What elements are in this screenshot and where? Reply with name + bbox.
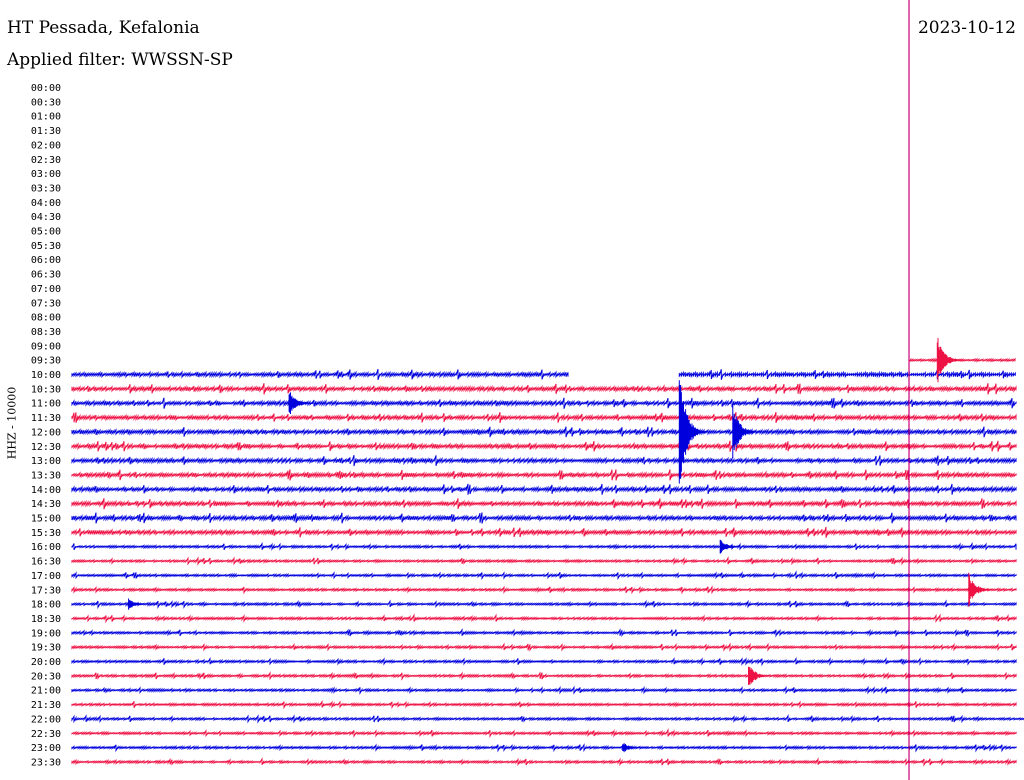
trace-row-1400 (71, 483, 1017, 495)
event-burst (748, 666, 777, 685)
date-label: 2023-10-12 (917, 18, 1016, 38)
row-label: 07:00 (31, 284, 61, 295)
trace-row-1000 (71, 368, 569, 381)
trace-row-2030 (71, 671, 1017, 681)
trace-row-1430 (71, 498, 1017, 510)
event-burst (732, 405, 761, 459)
row-label: 05:30 (31, 241, 61, 252)
row-label: 07:30 (31, 298, 61, 309)
row-label: 09:00 (31, 341, 61, 352)
row-label: 19:30 (31, 643, 61, 654)
trace-row-1330 (71, 469, 1017, 481)
row-label: 15:30 (31, 528, 61, 539)
row-label: 18:00 (31, 600, 61, 611)
event-burst (622, 743, 650, 753)
row-label: 17:30 (31, 585, 61, 596)
row-label: 10:30 (31, 384, 61, 395)
event-burst (719, 539, 748, 554)
trace-row-1200 (71, 426, 1017, 438)
row-label: 00:30 (31, 97, 61, 108)
row-label: 17:00 (31, 571, 61, 582)
row-label: 10:00 (31, 370, 61, 381)
trace-row-2330 (71, 757, 1017, 767)
trace-row-1930 (71, 642, 1017, 652)
traces (71, 357, 1024, 767)
row-label: 03:30 (31, 183, 61, 194)
trace-row-2300 (71, 743, 1017, 753)
event-burst (128, 598, 157, 610)
row-label: 01:30 (31, 126, 61, 137)
trace-row-2230 (71, 728, 1017, 739)
event-burst (678, 380, 708, 484)
trace-row-1500 (71, 512, 1017, 524)
row-label: 02:30 (31, 155, 61, 166)
row-label: 03:00 (31, 169, 61, 180)
event-burst (288, 392, 317, 414)
event-burst (936, 338, 966, 383)
row-label: 09:30 (31, 356, 61, 367)
row-label: 00:00 (31, 83, 61, 94)
trace-row-1800 (71, 599, 1017, 610)
row-label: 23:30 (31, 757, 61, 768)
row-label: 06:30 (31, 270, 61, 281)
trace-row-1000 (678, 369, 1016, 380)
trace-row-1600 (71, 541, 1017, 552)
row-label: 22:30 (31, 729, 61, 740)
station-title: HT Pessada, Kefalonia (7, 18, 200, 38)
row-label: 16:30 (31, 557, 61, 568)
trace-row-1900 (71, 627, 1017, 638)
row-label: 04:00 (31, 198, 61, 209)
row-label: 14:30 (31, 499, 61, 510)
trace-row-1530 (71, 526, 1017, 538)
trace-row-1100 (71, 397, 1017, 409)
row-label: 14:00 (31, 485, 61, 496)
row-label: 19:00 (31, 628, 61, 639)
row-label: 12:00 (31, 427, 61, 438)
trace-row-1230 (71, 440, 1017, 452)
trace-row-1630 (71, 556, 1017, 566)
row-label: 11:30 (31, 413, 61, 424)
row-label: 12:30 (31, 442, 61, 453)
trace-row-1730 (71, 585, 1017, 595)
row-label: 11:00 (31, 399, 61, 410)
row-label: 18:30 (31, 614, 61, 625)
row-label: 04:30 (31, 212, 61, 223)
row-label: 21:30 (31, 700, 61, 711)
trace-row-2130 (71, 699, 1017, 710)
trace-row-2200 (71, 714, 1024, 724)
row-label: 06:00 (31, 255, 61, 266)
row-label: 16:00 (31, 542, 61, 553)
row-label: 08:00 (31, 313, 61, 324)
row-label: 13:30 (31, 470, 61, 481)
row-label: 08:30 (31, 327, 61, 338)
row-label: 23:00 (31, 743, 61, 754)
row-label: 02:00 (31, 140, 61, 151)
trace-row-1700 (71, 570, 1017, 581)
event-burst (968, 572, 997, 607)
row-label: 15:00 (31, 514, 61, 525)
trace-row-1300 (71, 455, 1017, 467)
row-label: 22:00 (31, 714, 61, 725)
row-label: 13:00 (31, 456, 61, 467)
trace-row-1830 (71, 613, 1017, 624)
events (128, 338, 997, 753)
row-label: 05:00 (31, 227, 61, 238)
row-label: 20:00 (31, 657, 61, 668)
trace-row-2000 (71, 656, 1017, 667)
trace-row-2100 (71, 685, 1017, 695)
filter-label: Applied filter: WWSSN-SP (7, 50, 233, 70)
row-tick-labels: 00:00 00:30 01:00 01:30 02:00 02:30 03:00 03:30… (31, 83, 61, 768)
trace-row-1030 (71, 383, 1017, 395)
row-label: 20:30 (31, 671, 61, 682)
trace-row-1130 (71, 412, 1017, 424)
row-label: 21:00 (31, 686, 61, 697)
row-label: 01:00 (31, 112, 61, 123)
